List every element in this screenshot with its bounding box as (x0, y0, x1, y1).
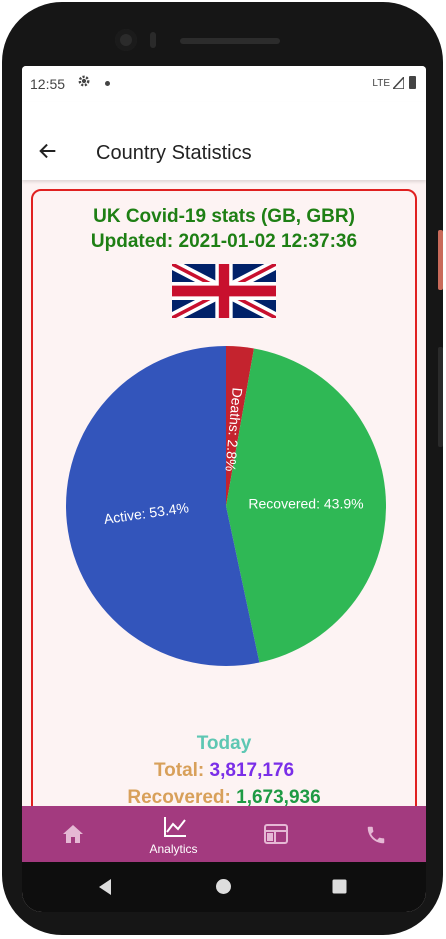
pie-chart: Deaths: 2.8%Recovered: 43.9%Active: 53.4… (65, 346, 386, 666)
notification-dot-icon (105, 81, 110, 86)
recovered-row: Recovered: 1,673,936 (33, 787, 415, 806)
phone-icon (367, 826, 385, 844)
scroll-content[interactable]: UK Covid-19 stats (GB, GBR) Updated: 202… (22, 180, 426, 806)
front-camera (115, 29, 137, 51)
pie-slice-deaths (226, 346, 254, 506)
status-time: 12:55 (30, 76, 66, 92)
analytics-chart-icon (164, 817, 186, 837)
pie-label-recovered: Recovered: 43.9% (248, 495, 363, 511)
system-navigation-bar (22, 862, 426, 912)
total-label: Total: (153, 760, 205, 781)
earpiece-speaker (180, 38, 280, 44)
updated-timestamp: Updated: 2021-01-02 12:37:36 (90, 231, 358, 252)
gear-icon (78, 75, 90, 87)
recovered-value: 1,673,936 (236, 787, 321, 806)
arrow-left-icon[interactable] (37, 140, 59, 162)
page-title: Country Statistics (96, 142, 252, 164)
recovered-label: Recovered: (127, 787, 231, 806)
screen: 12:55 LTE Country Statistics UK Covid-19… (22, 66, 426, 912)
united-kingdom-flag (172, 264, 276, 318)
pie-slice-active (65, 346, 260, 666)
home-icon (63, 825, 83, 843)
total-value: 3,817,176 (209, 760, 295, 781)
nav-label-analytics: Analytics (149, 842, 198, 856)
newspaper-icon (264, 824, 288, 844)
nav-item-analytics[interactable]: Analytics (123, 806, 224, 862)
home-circle-icon[interactable] (215, 878, 232, 895)
nav-item-contact[interactable] (325, 806, 426, 862)
bottom-navigation: Analytics (22, 806, 426, 862)
nav-item-news[interactable] (224, 806, 325, 862)
volume-button (438, 230, 443, 290)
network-type: LTE (372, 78, 390, 89)
pie-label-deaths: Deaths: 2.8% (222, 387, 245, 472)
app-bar: Country Statistics (22, 102, 426, 180)
total-row: Total: 3,817,176 (33, 760, 415, 782)
pie-slice-recovered (226, 348, 386, 663)
recents-square-icon[interactable] (332, 879, 347, 894)
back-triangle-icon[interactable] (97, 878, 113, 896)
nav-item-home[interactable] (22, 806, 123, 862)
sensor (150, 32, 156, 48)
power-button (438, 347, 443, 447)
card-title: UK Covid-19 stats (GB, GBR) (93, 206, 355, 227)
status-bar: 12:55 LTE (22, 66, 426, 102)
battery-icon (409, 76, 416, 89)
today-label: Today (196, 733, 252, 754)
stats-card: UK Covid-19 stats (GB, GBR) Updated: 202… (31, 189, 417, 806)
signal-icon (393, 77, 404, 89)
